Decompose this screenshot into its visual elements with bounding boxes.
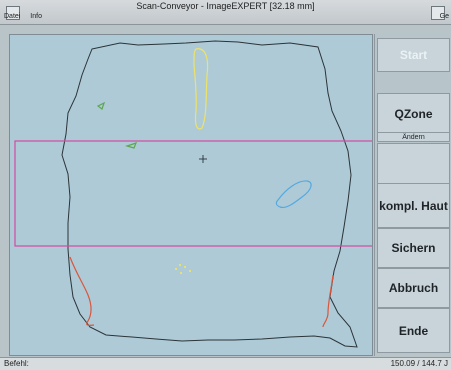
aendern-button[interactable]: Ändern [377,132,450,142]
menu-item-info[interactable]: Info [30,13,42,20]
window-titlebar: Scan-Conveyor - ImageEXPERT [32.18 mm] D… [0,0,451,25]
red-defect-marker-left[interactable] [69,256,95,326]
green-defect-marker-2[interactable] [124,142,138,149]
menu-bar: Datei Info [4,13,50,20]
window-title: Scan-Conveyor - ImageEXPERT [32.18 mm] [136,1,315,11]
window-control-icon[interactable] [431,6,445,20]
red-defect-marker-right[interactable] [322,274,334,328]
command-label: Befehl: [4,359,29,368]
hide-outline [61,40,358,348]
kompl-haut-button[interactable]: kompl. Haut [377,183,450,228]
status-bar: Befehl: 150.09 / 144.7 J [0,357,451,370]
hide-scan-svg [14,40,373,348]
scan-canvas[interactable] [9,34,373,356]
blue-defect-marker[interactable] [275,180,312,209]
ende-button[interactable]: Ende [377,308,450,353]
qzone-button[interactable]: QZone [377,93,450,134]
coordinate-readout: 150.09 / 144.7 J [390,359,448,368]
abbruch-button[interactable]: Abbruch [377,268,450,308]
yellow-dots-marker[interactable] [174,263,192,275]
green-defect-marker-1[interactable] [96,101,106,110]
start-button[interactable]: Start [377,38,450,72]
menu-item-right[interactable]: Ge [439,13,449,20]
action-sidebar: Start QZone Ändern kompl. Haut Sichern A… [374,34,451,356]
yellow-defect-marker[interactable] [193,48,209,130]
system-menu-icon[interactable] [6,6,20,20]
crosshair-icon [199,155,207,163]
qzone-selection-rect[interactable] [14,140,373,247]
sichern-button[interactable]: Sichern [377,228,450,268]
menu-item-datei[interactable]: Datei [4,13,21,20]
